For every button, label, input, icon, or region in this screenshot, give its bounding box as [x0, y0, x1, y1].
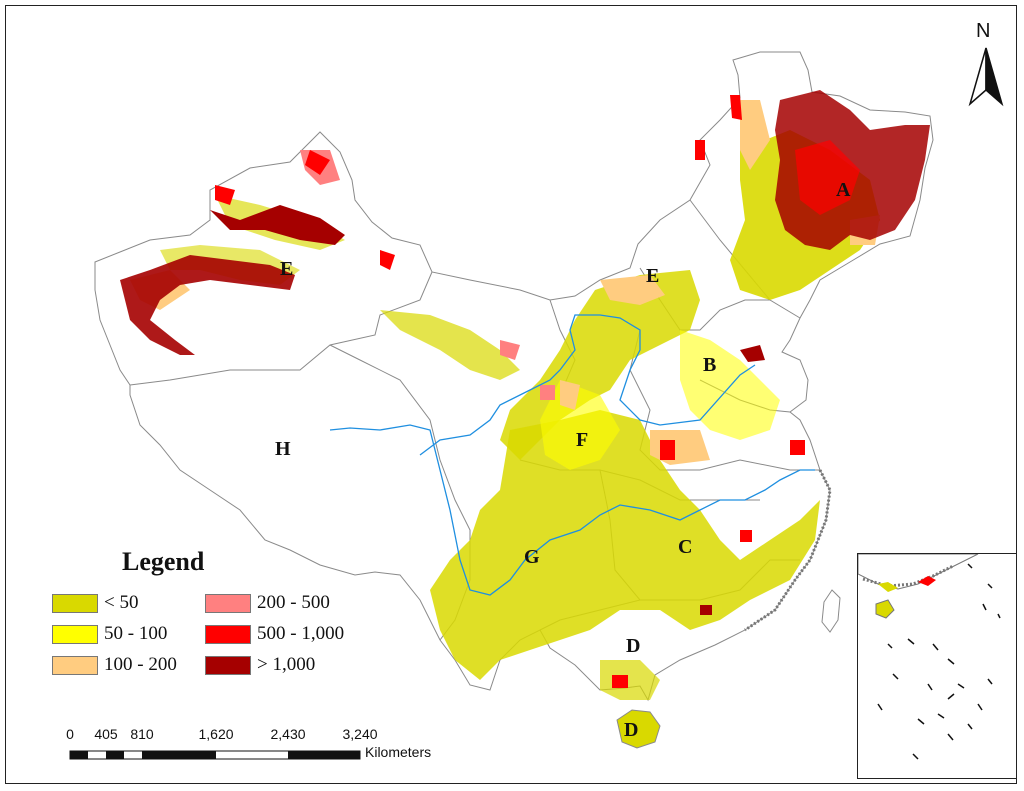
legend-label: 200 - 500 [257, 592, 330, 613]
legend-item: 200 - 500 [205, 592, 330, 614]
taiwan-outline [821, 589, 841, 633]
legend-label: < 50 [104, 592, 139, 613]
legend-label: 500 - 1,000 [257, 623, 345, 644]
legend-swatch [205, 593, 251, 613]
legend-swatch [52, 655, 98, 675]
legend-swatch [52, 593, 98, 613]
region-label-b: B [703, 354, 716, 376]
scale-tick-label: 810 [130, 726, 154, 742]
region-label-f: F [576, 429, 588, 451]
legend-label: 50 - 100 [104, 623, 168, 644]
legend-swatch [205, 624, 251, 644]
north-label: N [976, 20, 991, 42]
coastline-dots [744, 469, 832, 632]
density-high [120, 90, 930, 688]
scale-tick-label: 1,620 [198, 726, 234, 742]
scale-unit-label: Kilometers [365, 744, 432, 760]
region-label-d-mainland: D [626, 635, 640, 657]
region-label-g: G [524, 546, 540, 568]
inset-map [858, 554, 1001, 760]
legend-swatch [52, 624, 98, 644]
legend-title: Legend [122, 547, 205, 576]
yellow-river [419, 314, 756, 456]
legend-label: > 1,000 [257, 654, 316, 675]
region-label-d-hainan: D [624, 719, 638, 741]
north-arrow-icon [968, 47, 1004, 107]
hainan-outline [616, 709, 661, 749]
south-china-sea-inset [857, 553, 1017, 779]
legend-item: 50 - 100 [52, 623, 167, 645]
scale-tick-label: 405 [94, 726, 118, 742]
legend-item: 500 - 1,000 [205, 623, 344, 645]
legend-item: 100 - 200 [52, 654, 177, 676]
scale-tick-label: 0 [66, 726, 74, 742]
region-label-a: A [836, 179, 851, 201]
legend-label: 100 - 200 [104, 654, 177, 675]
legend-swatch [205, 655, 251, 675]
region-label-h: H [275, 438, 291, 460]
legend-item: < 50 [52, 592, 138, 614]
scale-tick-label: 2,430 [270, 726, 306, 742]
rivers [329, 314, 815, 596]
region-label-e-west: E [280, 258, 293, 280]
region-label-c: C [678, 536, 692, 558]
scale-bar-graphic [69, 750, 361, 760]
region-label-e-north: E [646, 265, 659, 287]
scale-tick-label: 3,240 [342, 726, 378, 742]
legend-item: > 1,000 [205, 654, 315, 676]
yangtze-river [329, 424, 815, 596]
